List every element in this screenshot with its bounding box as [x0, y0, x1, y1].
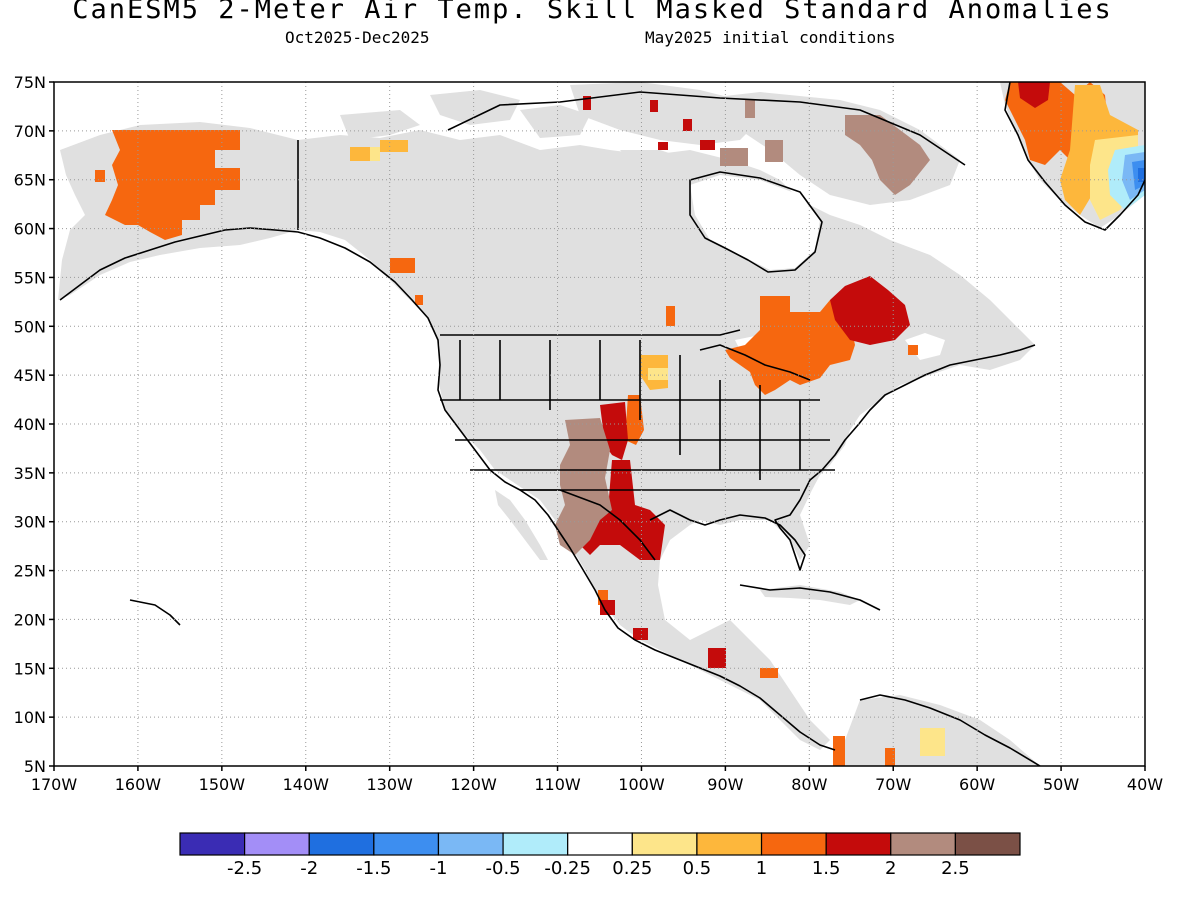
lat-tick-label: 60N	[14, 220, 46, 239]
map-title: CanESM5 2-Meter Air Temp. Skill Masked S…	[72, 0, 1113, 25]
colorbar-swatch	[760, 832, 827, 856]
coastlines-and-borders	[59, 82, 1145, 766]
lat-tick-label: 45N	[14, 366, 46, 385]
colorbar-label: 2	[885, 858, 896, 879]
lon-tick-label: 70W	[875, 775, 911, 794]
colorbar-label: 1.5	[812, 858, 841, 879]
lon-tick-label: 40W	[1127, 775, 1163, 794]
colorbar-label: -0.5	[486, 858, 521, 879]
lat-tick-label: 20N	[14, 610, 46, 629]
colorbar-label: -1	[429, 858, 447, 879]
lat-tick-label: 15N	[14, 659, 46, 678]
lon-tick-label: 150W	[199, 775, 246, 794]
colorbar-swatch	[179, 832, 246, 856]
colorbar-swatch	[954, 832, 1021, 856]
lat-tick-label: 70N	[14, 122, 46, 141]
lat-tick-label: 5N	[24, 757, 46, 776]
colorbar-swatch	[502, 832, 569, 856]
lon-tick-label: 90W	[707, 775, 743, 794]
lon-tick-label: 170W	[31, 775, 78, 794]
lat-tick-label: 65N	[14, 171, 46, 190]
lat-tick-label: 55N	[14, 268, 46, 287]
forecast-period: Oct2025-Dec2025	[285, 28, 430, 47]
lon-tick-label: 60W	[959, 775, 995, 794]
anomaly-negative	[1108, 145, 1145, 210]
lat-tick-label: 40N	[14, 415, 46, 434]
lat-tick-label: 30N	[14, 513, 46, 532]
colorbar-label: 2.5	[941, 858, 970, 879]
colorbar-label: 1	[756, 858, 767, 879]
lon-tick-label: 160W	[115, 775, 162, 794]
colorbar-swatch	[890, 832, 956, 856]
colorbar	[179, 832, 1021, 856]
lon-tick-label: 110W	[534, 775, 581, 794]
colorbar-swatch	[696, 832, 763, 856]
colorbar-labels: -2.5 -2 -1.5 -1 -0.5 -0.25 0.25 0.5 1 1.5 2 2.5	[227, 858, 970, 879]
lon-tick-label: 140W	[283, 775, 330, 794]
lat-tick-label: 10N	[14, 708, 46, 727]
colorbar-label: -2.5	[227, 858, 262, 879]
colorbar-swatch	[308, 832, 375, 856]
lon-tick-label: 100W	[618, 775, 665, 794]
colorbar-label: -1.5	[356, 858, 391, 879]
lat-tick-label: 35N	[14, 464, 46, 483]
anomaly-2-5	[555, 100, 930, 555]
colorbar-swatch	[825, 832, 892, 856]
lat-tick-label: 75N	[14, 73, 46, 92]
colorbar-label: 0.5	[683, 858, 712, 879]
lon-tick-label: 130W	[367, 775, 414, 794]
lon-tick-label: 80W	[791, 775, 827, 794]
colorbar-label: -2	[300, 858, 318, 879]
colorbar-label: 0.25	[612, 858, 652, 879]
lat-tick-label: 50N	[14, 317, 46, 336]
colorbar-swatch	[631, 832, 698, 856]
colorbar-swatch	[567, 832, 633, 856]
lon-tick-label: 120W	[450, 775, 497, 794]
longitude-labels: 170W 160W 150W 140W 130W 120W 110W 100W 90W 80W 70…	[31, 766, 1163, 794]
lon-tick-label: 50W	[1043, 775, 1079, 794]
initial-conditions: May2025 initial conditions	[645, 28, 896, 47]
lat-tick-label: 25N	[14, 562, 46, 581]
latitude-labels: 75N 70N 65N 60N 55N 50N 45N 40N 35N 30N 25N 20N 15N 1…	[14, 73, 54, 776]
colorbar-swatch	[373, 832, 440, 856]
colorbar-swatch	[244, 832, 310, 856]
colorbar-swatch	[437, 832, 504, 856]
colorbar-label: -0.25	[544, 858, 591, 879]
